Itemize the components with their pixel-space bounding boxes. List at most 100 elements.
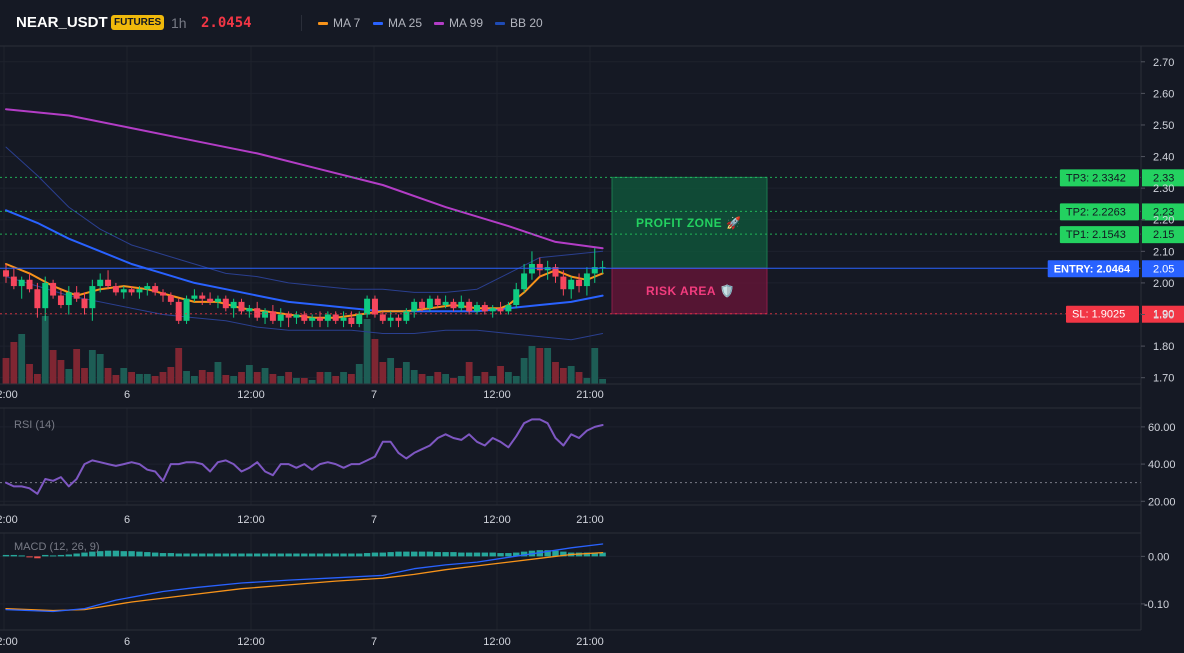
- macd-histogram-bar: [2, 554, 10, 557]
- macd-histogram-bar: [324, 553, 332, 557]
- profit-zone-label: PROFIT ZONE 🚀: [636, 216, 741, 230]
- macd-signal-line: [5, 551, 604, 612]
- macd-histogram-bar: [206, 553, 214, 557]
- price-tick-label: 2.50: [1153, 120, 1174, 132]
- candle-body: [497, 308, 504, 312]
- candle-body: [395, 317, 402, 321]
- candle-body: [160, 292, 166, 296]
- macd-histogram-bar: [426, 551, 434, 557]
- candle-body: [521, 273, 528, 290]
- candle-body: [222, 298, 229, 309]
- macd-histogram-bar: [104, 550, 112, 557]
- volume-bar: [340, 372, 347, 384]
- candle-body: [324, 314, 331, 321]
- legend-bb20[interactable]: BB 20: [495, 16, 543, 30]
- volume-bar: [300, 378, 308, 384]
- macd-histogram-bar: [136, 551, 143, 557]
- level-tick: 2.33: [1153, 172, 1174, 184]
- candle-body: [262, 311, 269, 318]
- time-tick-label: 12:00: [237, 514, 265, 526]
- volume-bar: [465, 362, 473, 384]
- macd-histogram-bar: [348, 553, 355, 557]
- candle-body: [10, 276, 17, 287]
- legend-ma99[interactable]: MA 99: [434, 16, 483, 30]
- candle-body: [434, 298, 441, 306]
- volume-bar: [293, 378, 300, 384]
- macd-histogram-bar: [411, 551, 418, 557]
- volume-bar: [214, 362, 222, 384]
- price-tick-label: 2.70: [1153, 57, 1174, 69]
- volume-bar: [175, 348, 183, 384]
- macd-histogram-bar: [269, 553, 277, 557]
- candle-body: [309, 317, 316, 321]
- volume-bar: [183, 371, 190, 384]
- volume-bar: [426, 376, 434, 384]
- interval-label[interactable]: 1h: [171, 15, 187, 31]
- macd-histogram-bar: [81, 552, 88, 557]
- legend-label-ma99: MA 99: [449, 16, 484, 30]
- price-tick-label: 1.70: [1153, 373, 1174, 385]
- volume-bar: [473, 376, 481, 384]
- macd-histogram-bar: [112, 550, 120, 557]
- time-tick-label: 12:00: [0, 514, 18, 526]
- time-tick-label: 6: [124, 389, 130, 401]
- macd-histogram-bar: [599, 552, 606, 557]
- macd-histogram-bar: [418, 551, 426, 557]
- macd-histogram-bar: [481, 552, 489, 557]
- candle-body: [34, 289, 41, 309]
- macd-histogram-bar: [489, 552, 496, 557]
- macd-histogram-bar: [120, 551, 127, 557]
- time-tick-label: 12:00: [483, 389, 511, 401]
- macd-histogram-bar: [214, 553, 222, 557]
- legend-ma7[interactable]: MA 7: [318, 16, 360, 30]
- volume-bar: [512, 376, 520, 384]
- macd-histogram-bar: [442, 552, 449, 557]
- volume-bar: [65, 369, 73, 384]
- legend-ma25[interactable]: MA 25: [373, 16, 422, 30]
- volume-bar: [41, 316, 49, 384]
- volume-bar: [528, 346, 536, 384]
- candle-body: [458, 301, 465, 309]
- candle-body: [426, 298, 433, 309]
- volume-bar: [567, 366, 575, 384]
- price-tick-label: 1.90: [1153, 310, 1174, 322]
- macd-title: MACD (12, 26, 9): [14, 541, 100, 553]
- macd-histogram-bar: [450, 552, 457, 557]
- macd-histogram-bar: [403, 551, 410, 557]
- macd-histogram-bar: [465, 552, 473, 557]
- rsi-tick-label: 40.00: [1148, 459, 1176, 471]
- volume-bar: [559, 368, 567, 384]
- axes: 2.70 2.60 2.50 2.40 2.30 2.20 2.10 2.00 1.90 1.80…: [0, 45, 1184, 648]
- volume-bar: [434, 372, 442, 384]
- candle-body: [560, 276, 567, 290]
- trade-zones: PROFIT ZONE 🚀 RISK AREA 🛡️: [611, 176, 768, 315]
- symbol-title[interactable]: NEAR_USDT: [16, 14, 108, 31]
- rsi-pane[interactable]: [0, 418, 1141, 495]
- candle-body: [364, 298, 371, 315]
- price-tick-label: 1.80: [1153, 341, 1174, 353]
- macd-histogram-bar: [473, 552, 481, 557]
- macd-histogram-bar: [497, 553, 504, 557]
- candle-body: [207, 298, 214, 302]
- volume-bar: [599, 379, 606, 384]
- macd-tick-label: 0.00: [1148, 551, 1169, 563]
- candle-body: [371, 298, 378, 315]
- bb-lower-line: [5, 276, 604, 341]
- macd-pane[interactable]: [2, 543, 606, 613]
- bollinger-bands: [5, 146, 604, 341]
- legend-swatch-bb20: [495, 22, 505, 26]
- header-divider: [301, 15, 302, 31]
- volume-bar: [26, 364, 33, 384]
- volume-bar: [410, 370, 418, 384]
- macd-histogram-bar: [261, 553, 269, 557]
- candles[interactable]: [3, 248, 606, 328]
- candle-body: [403, 311, 410, 321]
- candle-body: [301, 314, 308, 321]
- volume-bar: [285, 372, 292, 384]
- time-tick-label: 7: [371, 636, 377, 648]
- rsi-tick-label: 60.00: [1148, 422, 1176, 434]
- candle-body: [167, 295, 174, 302]
- candle-body: [50, 282, 57, 296]
- candle-body: [183, 298, 190, 321]
